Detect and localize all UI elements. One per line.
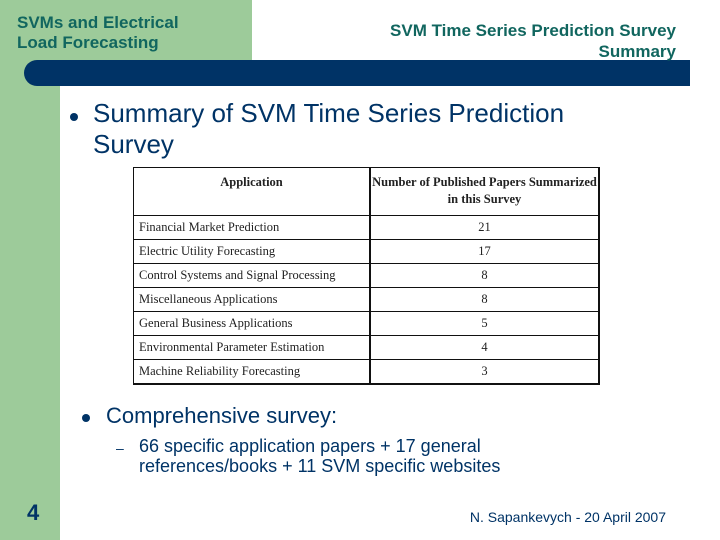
table-row: Environmental Parameter Estimation 4 bbox=[133, 335, 600, 360]
cell-application: General Business Applications bbox=[133, 311, 371, 336]
bullet-comprehensive: Comprehensive survey: bbox=[106, 403, 338, 428]
survey-table: Application Number of Published Papers S… bbox=[133, 167, 600, 385]
bullet-dot-icon bbox=[82, 414, 90, 422]
cell-count: 17 bbox=[369, 239, 600, 264]
table-row: Financial Market Prediction 21 bbox=[133, 215, 600, 240]
footer-author-date: N. Sapankevych - 20 April 2007 bbox=[469, 509, 666, 525]
column-header-application: Application bbox=[133, 167, 371, 216]
cell-count: 4 bbox=[369, 335, 600, 360]
header-green-panel bbox=[0, 0, 252, 60]
cell-application: Environmental Parameter Estimation bbox=[133, 335, 371, 360]
cell-count: 8 bbox=[369, 263, 600, 288]
cell-application: Financial Market Prediction bbox=[133, 215, 371, 240]
sub-bullet-text: 66 specific application papers + 17 gene… bbox=[139, 436, 501, 476]
table-row: Control Systems and Signal Processing 8 bbox=[133, 263, 600, 288]
cell-application: Electric Utility Forecasting bbox=[133, 239, 371, 264]
cell-count: 21 bbox=[369, 215, 600, 240]
header-navy-bar bbox=[24, 60, 690, 86]
slide-title-line2: Summary bbox=[598, 42, 676, 61]
cell-application: Machine Reliability Forecasting bbox=[133, 359, 371, 385]
cell-count: 5 bbox=[369, 311, 600, 336]
table-row: Electric Utility Forecasting 17 bbox=[133, 239, 600, 264]
table-header-row: Application Number of Published Papers S… bbox=[133, 167, 600, 216]
cell-count: 3 bbox=[369, 359, 600, 385]
table-row: Miscellaneous Applications 8 bbox=[133, 287, 600, 312]
table-row: General Business Applications 5 bbox=[133, 311, 600, 336]
slide-title: SVM Time Series Prediction Survey Summar… bbox=[390, 20, 676, 62]
deck-title: SVMs and Electrical Load Forecasting bbox=[17, 13, 179, 53]
column-header-papers: Number of Published Papers Summarized in… bbox=[370, 167, 600, 216]
cell-application: Miscellaneous Applications bbox=[133, 287, 371, 312]
deck-title-line1: SVMs and Electrical bbox=[17, 13, 179, 32]
slide-title-line1: SVM Time Series Prediction Survey bbox=[390, 21, 676, 40]
cell-count: 8 bbox=[369, 287, 600, 312]
left-green-strip bbox=[0, 60, 60, 540]
deck-title-line2: Load Forecasting bbox=[17, 33, 159, 52]
dash-icon: – bbox=[116, 440, 124, 456]
bullet-summary: Summary of SVM Time Series Prediction Su… bbox=[93, 98, 565, 159]
bullet-dot-icon bbox=[70, 113, 78, 121]
cell-application: Control Systems and Signal Processing bbox=[133, 263, 371, 288]
table-row: Machine Reliability Forecasting 3 bbox=[133, 359, 600, 385]
page-number: 4 bbox=[27, 500, 40, 525]
